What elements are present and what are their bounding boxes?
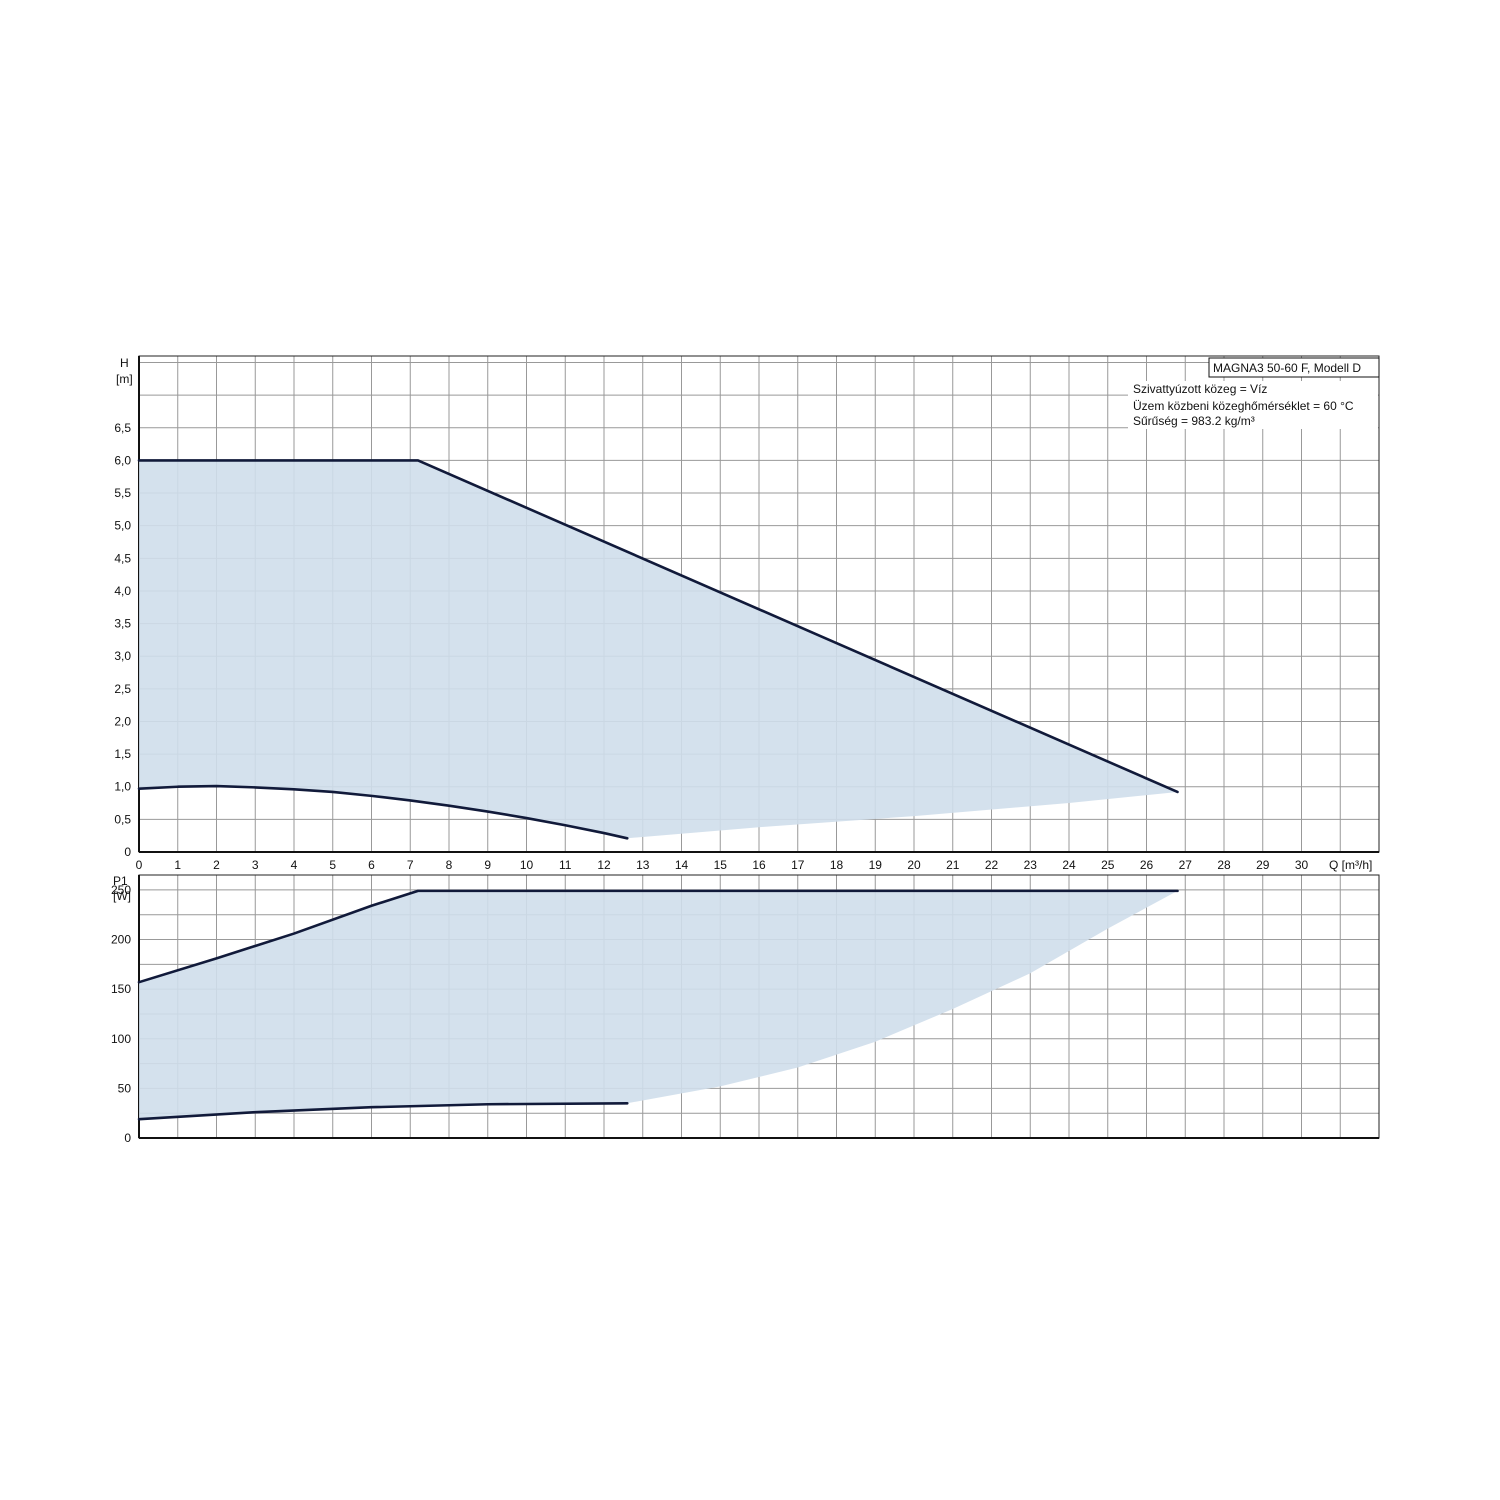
annotation-temperature: Üzem közbeni közeghőmérséklet = 60 °C — [1133, 399, 1354, 413]
max-curve-line — [137, 459, 1179, 794]
y-tick-label: 2,0 — [114, 714, 131, 728]
x-tick-label: 18 — [830, 858, 844, 872]
x-tick-label: 23 — [1024, 858, 1038, 872]
x-tick-label: 6 — [368, 858, 375, 872]
power-axis-unit: [W] — [113, 889, 131, 903]
y-tick-label: 250 — [111, 883, 131, 897]
x-tick-label: 22 — [985, 858, 999, 872]
y-tick-label: 0 — [124, 1131, 131, 1145]
power-lines-layer — [137, 889, 1179, 1121]
x-tick-label: 29 — [1256, 858, 1270, 872]
x-tick-label: 13 — [636, 858, 650, 872]
power-chart-panel: 0 50 100 150 200 250 P1 [W] — [111, 874, 1380, 1145]
y-tick-label: 4,0 — [114, 584, 131, 598]
x-tick-label: 14 — [675, 858, 689, 872]
head-ticks-layer: 0 0,5 1,0 1,5 2,0 2,5 3,0 3,5 4,0 4,5 5,0 5,5 6,0 6,5… — [114, 421, 1308, 872]
power-ticks-layer: 0 50 100 150 200 250 — [111, 883, 131, 1145]
y-tick-label: 1,5 — [114, 747, 131, 761]
x-tick-label: 27 — [1179, 858, 1193, 872]
x-tick-label: 7 — [407, 858, 414, 872]
x-tick-label: 16 — [752, 858, 766, 872]
x-tick-label: 17 — [791, 858, 805, 872]
annotation-background — [1128, 381, 1378, 429]
operating-area — [139, 890, 1178, 1120]
y-tick-label: 2,5 — [114, 682, 131, 696]
x-tick-label: 28 — [1217, 858, 1231, 872]
y-tick-label: 6,5 — [114, 421, 131, 435]
min-curve-line — [137, 1101, 629, 1121]
y-tick-label: 5,0 — [114, 519, 131, 533]
y-tick-label: 200 — [111, 933, 131, 947]
x-tick-label: 19 — [869, 858, 883, 872]
x-tick-label: 5 — [329, 858, 336, 872]
x-tick-label: 11 — [559, 858, 572, 872]
head-chart-panel: 0 0,5 1,0 1,5 2,0 2,5 3,0 3,5 4,0 4,5 5,0 5,5 6,0 6,5… — [114, 355, 1380, 872]
x-tick-label: 25 — [1101, 858, 1115, 872]
head-axis-label: H — [120, 356, 129, 370]
x-tick-label: 4 — [291, 858, 298, 872]
x-tick-label: 24 — [1062, 858, 1076, 872]
y-tick-label: 3,5 — [114, 617, 131, 631]
y-tick-label: 4,5 — [114, 551, 131, 565]
y-tick-label: 3,0 — [114, 649, 131, 663]
operating-area — [139, 460, 1178, 839]
power-area-layer — [139, 890, 1178, 1120]
min-curve-line — [137, 784, 629, 840]
chart-title-box: MAGNA3 50-60 F, Modell D — [1208, 357, 1380, 378]
annotation-density: Sűrűség = 983.2 kg/m³ — [1133, 414, 1255, 428]
y-tick-label: 6,0 — [114, 453, 131, 467]
y-tick-label: 5,5 — [114, 486, 131, 500]
y-tick-label: 0,5 — [114, 812, 131, 826]
x-tick-label: 10 — [520, 858, 534, 872]
power-axis-label: P1 — [113, 874, 128, 888]
x-tick-label: 30 — [1295, 858, 1309, 872]
x-tick-label: 8 — [446, 858, 453, 872]
x-tick-label: 0 — [136, 858, 143, 872]
head-lines-layer — [137, 459, 1179, 840]
x-tick-label: 26 — [1140, 858, 1154, 872]
head-area-layer — [139, 460, 1178, 839]
y-tick-label: 0 — [124, 845, 131, 859]
max-curve-line — [137, 889, 1179, 984]
x-tick-label: 3 — [252, 858, 259, 872]
y-tick-label: 50 — [118, 1081, 132, 1095]
head-axis-unit: [m] — [116, 372, 133, 386]
y-tick-label: 100 — [111, 1032, 131, 1046]
y-tick-label: 1,0 — [114, 780, 131, 794]
x-tick-label: 2 — [213, 858, 220, 872]
chart-title: MAGNA3 50-60 F, Modell D — [1213, 361, 1361, 375]
x-tick-label: 9 — [484, 858, 491, 872]
x-tick-label: 15 — [714, 858, 728, 872]
x-tick-label: 20 — [907, 858, 921, 872]
annotation-medium: Szivattyúzott közeg = Víz — [1133, 382, 1267, 396]
x-tick-label: 1 — [174, 858, 181, 872]
y-tick-label: 150 — [111, 982, 131, 996]
x-tick-label: 12 — [597, 858, 611, 872]
x-tick-label: 21 — [946, 858, 960, 872]
flow-axis-label: Q [m³/h] — [1329, 858, 1372, 872]
